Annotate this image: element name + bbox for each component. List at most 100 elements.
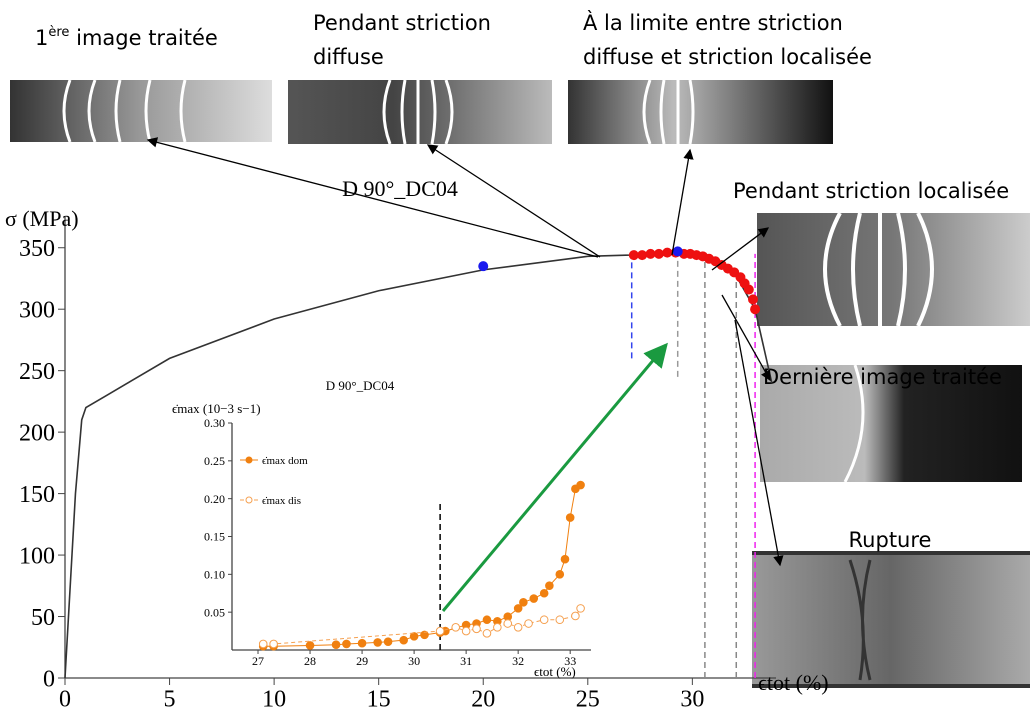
fringes [62, 79, 187, 143]
fringes [642, 79, 695, 145]
y-tick-label: 0.05 [204, 605, 225, 619]
point [305, 641, 315, 650]
point [482, 615, 492, 625]
point [342, 639, 351, 649]
chart-title: D 90°_DC04 [342, 176, 458, 201]
image-4 [757, 213, 1030, 326]
caption: diffuse et striction localisée [583, 45, 872, 69]
x-tick-label: 5 [164, 687, 176, 711]
caption: Pendant striction [313, 11, 491, 35]
fringes [382, 79, 454, 145]
y-axis-label: σ (MPa) [5, 206, 79, 231]
green-arrow [441, 342, 668, 612]
point [513, 604, 523, 613]
legend-label: ϵ̇max dom [262, 455, 308, 467]
point [743, 284, 754, 295]
image-3 [568, 80, 833, 144]
point [478, 261, 489, 272]
point [451, 623, 461, 632]
x-tick-label: 28 [304, 654, 316, 668]
point [373, 638, 382, 647]
y-tick-label: 300 [19, 298, 55, 324]
y-tick-label: 200 [19, 421, 55, 447]
caption: 1ère image traitée [35, 25, 218, 50]
point [493, 623, 502, 632]
fringe [843, 364, 865, 483]
point [409, 632, 419, 641]
y-tick-label: 0.25 [204, 454, 225, 468]
point [461, 626, 471, 636]
point [545, 581, 554, 590]
y-tick-label: 350 [19, 236, 55, 262]
edges [752, 551, 1030, 688]
point [555, 570, 565, 579]
image-2 [288, 80, 552, 144]
y-tick-label: 0 [43, 666, 55, 692]
y-tick-label: 0.15 [204, 530, 225, 544]
caption-part: image traitée [69, 26, 217, 50]
point [331, 640, 341, 650]
legend-marker [245, 456, 253, 464]
series-line [263, 608, 582, 645]
image-1 [10, 80, 272, 142]
x-tick-label: 25 [576, 687, 600, 711]
point [750, 304, 761, 315]
y-tick-label: 150 [19, 482, 55, 508]
point [560, 554, 570, 564]
y-tick-label: 0.10 [204, 568, 225, 582]
caption: Dernière image traitée [763, 365, 1002, 389]
point [637, 250, 648, 261]
image-6 [752, 553, 1030, 686]
y-axis-label: ϵ̇max (10−3 s−1) [172, 401, 261, 416]
arrows [146, 137, 784, 567]
point [519, 598, 528, 607]
y-tick-label: 250 [19, 359, 55, 385]
caption: Rupture [849, 528, 932, 552]
point [565, 513, 575, 522]
point [571, 611, 580, 621]
point [662, 247, 673, 258]
point [383, 637, 393, 646]
x-tick-label: 32 [512, 654, 524, 668]
point [399, 635, 408, 645]
x-tick-label: 33 [564, 654, 576, 668]
point [539, 615, 549, 625]
point [258, 639, 268, 649]
chart: D 90°_DC04 ϵ̇max (10−3 s−1) ϵtot (%) 0.05 0.… [172, 378, 591, 679]
point [420, 630, 429, 640]
image-5 [760, 365, 1022, 482]
neck [848, 559, 872, 681]
point [269, 639, 278, 649]
point [576, 604, 585, 613]
point [513, 623, 523, 632]
series-line [64, 251, 773, 679]
x-tick-label: 27 [252, 654, 264, 668]
x-tick-label: 10 [262, 687, 286, 711]
point [529, 594, 539, 603]
series-line [263, 484, 581, 647]
point [653, 248, 664, 259]
x-tick-label: 20 [471, 687, 495, 711]
caption: diffuse [313, 45, 384, 69]
point [576, 480, 585, 490]
point [482, 629, 492, 638]
captions: 1ère image traitée Pendant striction diffu… [35, 10, 1009, 552]
x-tick-label: 31 [460, 654, 472, 668]
y-tick-label: 100 [19, 543, 55, 569]
point [503, 619, 513, 628]
x-tick-label: 30 [408, 654, 420, 668]
caption-part: 1 [35, 26, 48, 50]
fringes [823, 212, 934, 327]
y-tick-label: 0.30 [204, 416, 225, 430]
legend-label: ϵ̇max dis [262, 495, 301, 507]
y-tick-label: 50 [31, 605, 55, 631]
y-tick-label: 0.20 [204, 492, 225, 506]
point [435, 626, 445, 636]
x-tick-label: 0 [59, 687, 71, 711]
x-tick-label: 30 [680, 687, 704, 711]
point [472, 624, 481, 634]
point [747, 294, 758, 305]
x-axis-label: ϵtot (%) [534, 664, 576, 679]
caption: Pendant striction localisée [733, 179, 1009, 203]
